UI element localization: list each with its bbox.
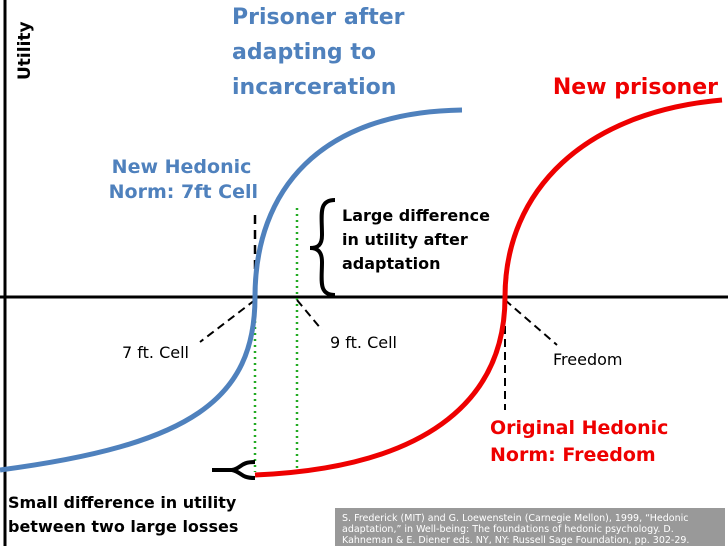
new-prisoner-label: New prisoner xyxy=(553,75,718,100)
citation: S. Frederick (MIT) and G. Loewenstein (C… xyxy=(342,513,691,546)
text-line: Prisoner after xyxy=(232,5,405,30)
axis-label: Utility xyxy=(15,21,35,80)
text-line: adaptation xyxy=(342,254,440,273)
small-brace xyxy=(212,460,256,480)
cell-9-label: 9 ft. Cell xyxy=(330,333,397,352)
text-line: adaptation,” in Well-being: The foundati… xyxy=(342,524,674,535)
new-prisoner-curve xyxy=(254,97,723,478)
large-brace xyxy=(309,198,336,297)
text-line: Norm: 7ft Cell xyxy=(109,181,258,203)
adapted-label: Prisoner after adapting to incarceration xyxy=(232,5,412,100)
cell-7-label: 7 ft. Cell xyxy=(122,343,189,362)
pointer-freedom xyxy=(504,299,558,346)
adapted-curve xyxy=(0,107,463,473)
pointer-9ft xyxy=(296,299,323,331)
text-line: incarceration xyxy=(232,75,396,100)
text-line: Norm: Freedom xyxy=(490,444,656,466)
text-line: adapting to xyxy=(232,40,376,65)
small-difference-label: Small difference in utility between two … xyxy=(8,493,242,536)
text-line: S. Frederick (MIT) and G. Loewenstein (C… xyxy=(342,513,688,524)
pointer-7ft xyxy=(199,299,256,343)
original-norm-label: Original Hedonic Norm: Freedom xyxy=(490,417,675,466)
citation-box xyxy=(335,508,725,546)
text-line: Kahneman & E. Diener eds. NY, NY: Russel… xyxy=(342,535,689,546)
text-line: Large difference xyxy=(342,206,490,225)
text-line: New Hedonic xyxy=(112,156,252,178)
new-norm-label: New Hedonic Norm: 7ft Cell xyxy=(109,156,258,203)
large-difference-label: Large difference in utility after adapta… xyxy=(342,206,496,273)
text-line: Small difference in utility xyxy=(8,493,237,512)
text-line: Original Hedonic xyxy=(490,417,668,439)
text-line: in utility after xyxy=(342,230,468,249)
freedom-label: Freedom xyxy=(553,350,622,369)
text-line: between two large losses xyxy=(8,517,238,536)
